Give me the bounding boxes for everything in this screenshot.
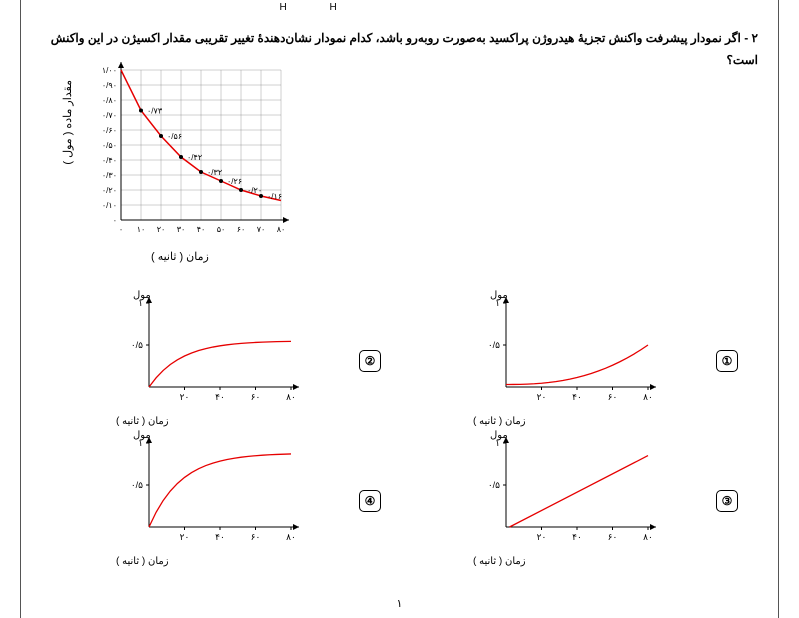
svg-text:۸۰: ۸۰ [286, 532, 296, 542]
question-number: ۲ - [744, 31, 758, 45]
option-4: ④ مول زمان ( ثانیه ) ۰/۵۱۲۰۴۰۶۰۸۰ [81, 435, 381, 565]
svg-text:۱: ۱ [138, 298, 143, 308]
option-2: ② مول زمان ( ثانیه ) ۰/۵۱۲۰۴۰۶۰۸۰ [81, 295, 381, 425]
svg-text:۶۰: ۶۰ [251, 392, 261, 402]
svg-text:۰/۸۰: ۰/۸۰ [102, 96, 117, 105]
top-marker: H H [280, 2, 357, 13]
svg-text:۸۰: ۸۰ [643, 392, 653, 402]
svg-text:۰/۵: ۰/۵ [488, 480, 500, 490]
svg-text:۶۰: ۶۰ [237, 225, 246, 234]
svg-text:۰/۵۶: ۰/۵۶ [167, 132, 182, 141]
svg-text:۳۰: ۳۰ [177, 225, 186, 234]
option-3-badge: ③ [716, 490, 738, 512]
svg-text:۰/۲۰: ۰/۲۰ [102, 186, 117, 195]
svg-text:۴۰: ۴۰ [215, 392, 225, 402]
svg-text:۰/۳۰: ۰/۳۰ [102, 171, 117, 180]
svg-text:۱: ۱ [495, 438, 500, 448]
svg-text:۴۰: ۴۰ [572, 532, 582, 542]
svg-text:۰/۶۰: ۰/۶۰ [102, 126, 117, 135]
svg-text:۲۰: ۲۰ [537, 532, 547, 542]
svg-text:۴۰: ۴۰ [215, 532, 225, 542]
option-2-badge: ② [359, 350, 381, 372]
svg-text:۰/۱۰: ۰/۱۰ [102, 201, 117, 210]
svg-text:۸۰: ۸۰ [643, 532, 653, 542]
svg-text:۲۰: ۲۰ [180, 392, 190, 402]
main-chart: ۰/۷۳ ۰/۵۶ ۰/۴۲ ۰/۳۲ ۰/۲۶ ۰/۲۰ ۰/۱۶ ۰ ۰/۱۰ ۰/۲۰ ۰/۳… [91, 60, 311, 260]
svg-text:۰/۷۰: ۰/۷۰ [102, 111, 117, 120]
svg-text:۰/۵: ۰/۵ [131, 340, 143, 350]
mini-chart-3: ۰/۵ ۱ ۲۰ ۴۰ ۶۰ ۸۰ [478, 435, 678, 565]
svg-text:۲۰: ۲۰ [157, 225, 166, 234]
svg-text:۱: ۱ [495, 298, 500, 308]
svg-text:۸۰: ۸۰ [286, 392, 296, 402]
svg-text:۲۰: ۲۰ [537, 392, 547, 402]
mini-chart-2: ۰/۵ ۱ ۲۰ ۴۰ ۶۰ ۸۰ [121, 295, 321, 425]
svg-text:۱: ۱ [138, 438, 143, 448]
svg-text:۰/۱۶: ۰/۱۶ [267, 192, 282, 201]
svg-text:۰/۴۰: ۰/۴۰ [102, 156, 117, 165]
svg-text:۰/۲۰: ۰/۲۰ [247, 186, 262, 195]
svg-text:۶۰: ۶۰ [251, 532, 261, 542]
svg-text:۶۰: ۶۰ [608, 392, 618, 402]
svg-text:۰/۵: ۰/۵ [488, 340, 500, 350]
svg-text:۲۰: ۲۰ [180, 532, 190, 542]
svg-text:۱/۰۰: ۱/۰۰ [102, 66, 117, 75]
svg-text:۰/۹۰: ۰/۹۰ [102, 81, 117, 90]
svg-text:۱۰: ۱۰ [137, 225, 146, 234]
svg-text:۰/۵: ۰/۵ [131, 480, 143, 490]
option-1-badge: ① [716, 350, 738, 372]
svg-text:۴۰: ۴۰ [197, 225, 206, 234]
svg-text:۸۰: ۸۰ [277, 225, 286, 234]
main-chart-svg: ۰/۷۳ ۰/۵۶ ۰/۴۲ ۰/۳۲ ۰/۲۶ ۰/۲۰ ۰/۱۶ ۰ ۰/۱۰ ۰/۲۰ ۰/۳… [91, 60, 311, 250]
svg-text:۰/۲۶: ۰/۲۶ [227, 177, 242, 186]
svg-text:۰: ۰ [119, 225, 123, 234]
svg-text:۰: ۰ [113, 216, 117, 225]
page-frame: H H ۲ - اگر نمودار پیشرفت واکنش تجزیهٔ ه… [20, 0, 779, 618]
page-number: ۱ [397, 597, 403, 610]
svg-text:۰/۵۰: ۰/۵۰ [102, 141, 117, 150]
svg-text:۰/۴۲: ۰/۴۲ [187, 153, 202, 162]
svg-text:۰/۷۳: ۰/۷۳ [147, 107, 163, 116]
mini-chart-4: ۰/۵ ۱ ۲۰ ۴۰ ۶۰ ۸۰ [121, 435, 321, 565]
options-area: ① مول زمان ( ثانیه ) ۰/۵۱۲۰۴۰۶۰۸۰ ② مول … [21, 295, 778, 575]
option-4-badge: ④ [359, 490, 381, 512]
svg-text:۰/۳۲: ۰/۳۲ [207, 168, 222, 177]
mini-chart-1: ۰/۵ ۱ ۲۰ ۴۰ ۶۰ ۸۰ [478, 295, 678, 425]
svg-text:۵۰: ۵۰ [217, 225, 226, 234]
svg-text:۴۰: ۴۰ [572, 392, 582, 402]
svg-text:۷۰: ۷۰ [257, 225, 266, 234]
main-chart-ylabel: مقدار ماده ( مول ) [61, 80, 74, 165]
option-1: ① مول زمان ( ثانیه ) ۰/۵۱۲۰۴۰۶۰۸۰ [438, 295, 738, 425]
svg-text:۶۰: ۶۰ [608, 532, 618, 542]
option-3: ③ مول زمان ( ثانیه ) ۰/۵۱۲۰۴۰۶۰۸۰ [438, 435, 738, 565]
